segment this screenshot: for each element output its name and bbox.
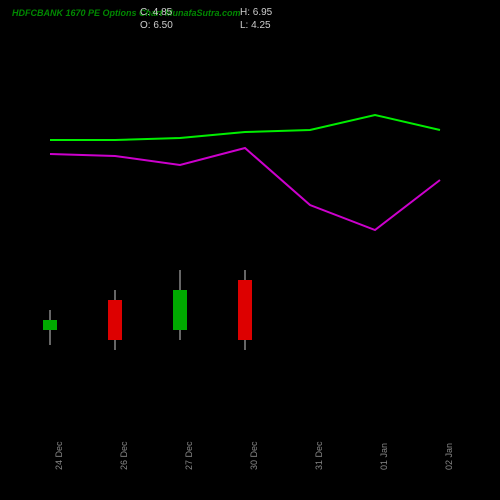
x-axis-labels: 24 Dec 26 Dec 27 Dec 30 Dec 31 Dec 01 Jan 02 J… [30,420,470,480]
x-axis-label: 30 Dec [249,441,259,470]
high-value: 6.95 [253,7,272,18]
close-field: C: 4.85 [140,6,180,19]
close-label: C: [140,7,150,18]
indicator-line-2 [50,148,440,230]
candle-body [238,280,252,340]
x-axis-label: 24 Dec [54,441,64,470]
x-axis-label: 27 Dec [184,441,194,470]
candle-body [108,300,122,340]
x-axis-label: 02 Jan [444,443,454,470]
x-axis-label: 31 Dec [314,441,324,470]
chart-svg [30,30,470,410]
x-axis-label: 26 Dec [119,441,129,470]
indicator-line-1 [50,115,440,140]
chart-canvas [30,30,470,410]
x-axis-label: 01 Jan [379,443,389,470]
ohlc-summary: C: 4.85 H: 6.95 O: 6.50 L: 4.25 [140,6,280,32]
candle-body [43,320,57,330]
high-field: H: 6.95 [240,6,280,19]
candles-group [43,270,252,350]
candle-body [173,290,187,330]
close-value: 4.85 [153,7,172,18]
high-label: H: [240,7,250,18]
